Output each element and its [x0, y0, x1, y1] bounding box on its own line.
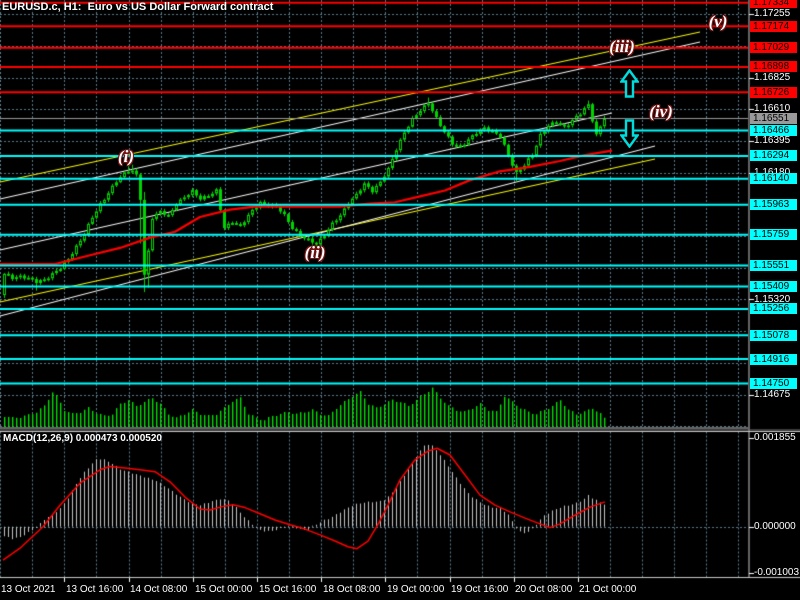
time-axis-label: 19 Oct 16:00: [451, 584, 509, 595]
time-axis-label: 15 Oct 16:00: [259, 584, 317, 595]
price-level-box: 1.16726: [750, 86, 797, 98]
time-axis-label: 13 Oct 16:00: [66, 584, 124, 595]
elliott-wave-label[interactable]: (iv): [649, 102, 673, 121]
time-axis-label: 18 Oct 08:00: [323, 584, 381, 595]
price-axis-label: 1.16395: [754, 135, 791, 147]
price-axis-label: 1.16610: [754, 103, 791, 115]
macd-axis-label: 0.001855: [754, 432, 796, 443]
macd-axis-label: -0.001003: [754, 567, 800, 578]
elliott-wave-label[interactable]: (i): [117, 147, 135, 166]
price-axis-label: 1.17255: [754, 8, 791, 20]
macd-indicator-label: MACD(12,26,9) 0.000473 0.000520: [3, 433, 162, 444]
price-level-box: 1.15078: [750, 329, 797, 341]
time-axis-label: 14 Oct 08:00: [130, 584, 188, 595]
elliott-wave-label[interactable]: (v): [708, 12, 728, 31]
price-axis-label: 1.14675: [754, 388, 791, 400]
price-axis-label: 1.15320: [754, 293, 791, 305]
price-axis-label: 1.16825: [754, 71, 791, 83]
elliott-wave-label[interactable]: (ii): [304, 243, 326, 262]
up-arrow-icon[interactable]: [620, 69, 639, 98]
time-axis-label: 19 Oct 00:00: [387, 584, 445, 595]
time-axis-label: 21 Oct 00:00: [579, 584, 637, 595]
price-level-box: 1.17174: [750, 20, 797, 32]
macd-axis-label: 0.000000: [754, 520, 796, 532]
time-axis-label: 15 Oct 00:00: [195, 584, 253, 595]
price-level-box: 1.17334: [750, 0, 797, 9]
chart-title: EURUSD.c, H1: Euro vs US Dollar Forward …: [2, 1, 274, 13]
time-axis-label: 20 Oct 08:00: [515, 584, 573, 595]
price-axis-label: 1.16180: [754, 167, 790, 178]
price-level-box: 1.16898: [750, 61, 797, 73]
price-level-box: 1.14916: [750, 353, 797, 365]
down-arrow-icon[interactable]: [620, 119, 639, 148]
current-price-box: 1.16551: [750, 112, 797, 124]
price-level-box: 1.14750: [750, 378, 797, 389]
price-level-box: 1.15759: [750, 229, 797, 241]
time-axis-label: 13 Oct 2021: [1, 584, 56, 595]
price-level-box: 1.15256: [750, 303, 797, 315]
elliott-wave-label[interactable]: (iii): [609, 37, 635, 56]
price-level-box: 1.15963: [750, 199, 797, 211]
price-level-box: 1.15551: [750, 259, 797, 271]
price-level-box: 1.16294: [750, 150, 797, 162]
price-level-box: 1.17029: [750, 42, 797, 54]
price-level-box: 1.16140: [750, 173, 797, 185]
price-level-box: 1.16466: [750, 125, 797, 137]
price-level-box: 1.15409: [750, 280, 797, 292]
